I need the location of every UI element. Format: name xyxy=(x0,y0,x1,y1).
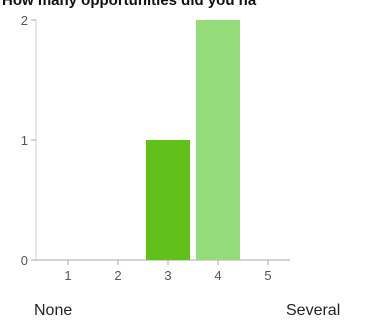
scale-high-label: Several xyxy=(286,302,341,319)
x-tick-label: 1 xyxy=(64,268,71,283)
x-tick-label: 2 xyxy=(114,268,121,283)
x-tick-label: 3 xyxy=(164,268,171,283)
bar-4 xyxy=(196,20,240,260)
y-tick-label: 1 xyxy=(21,133,28,148)
chart-title: How many opportunities did you ha xyxy=(2,0,257,9)
x-tick-label: 4 xyxy=(214,268,221,283)
x-tick-label: 5 xyxy=(264,268,271,283)
scale-low-label: None xyxy=(34,302,73,319)
y-tick-label: 0 xyxy=(21,253,28,268)
y-tick-label: 2 xyxy=(21,13,28,28)
bar-3 xyxy=(146,140,190,260)
